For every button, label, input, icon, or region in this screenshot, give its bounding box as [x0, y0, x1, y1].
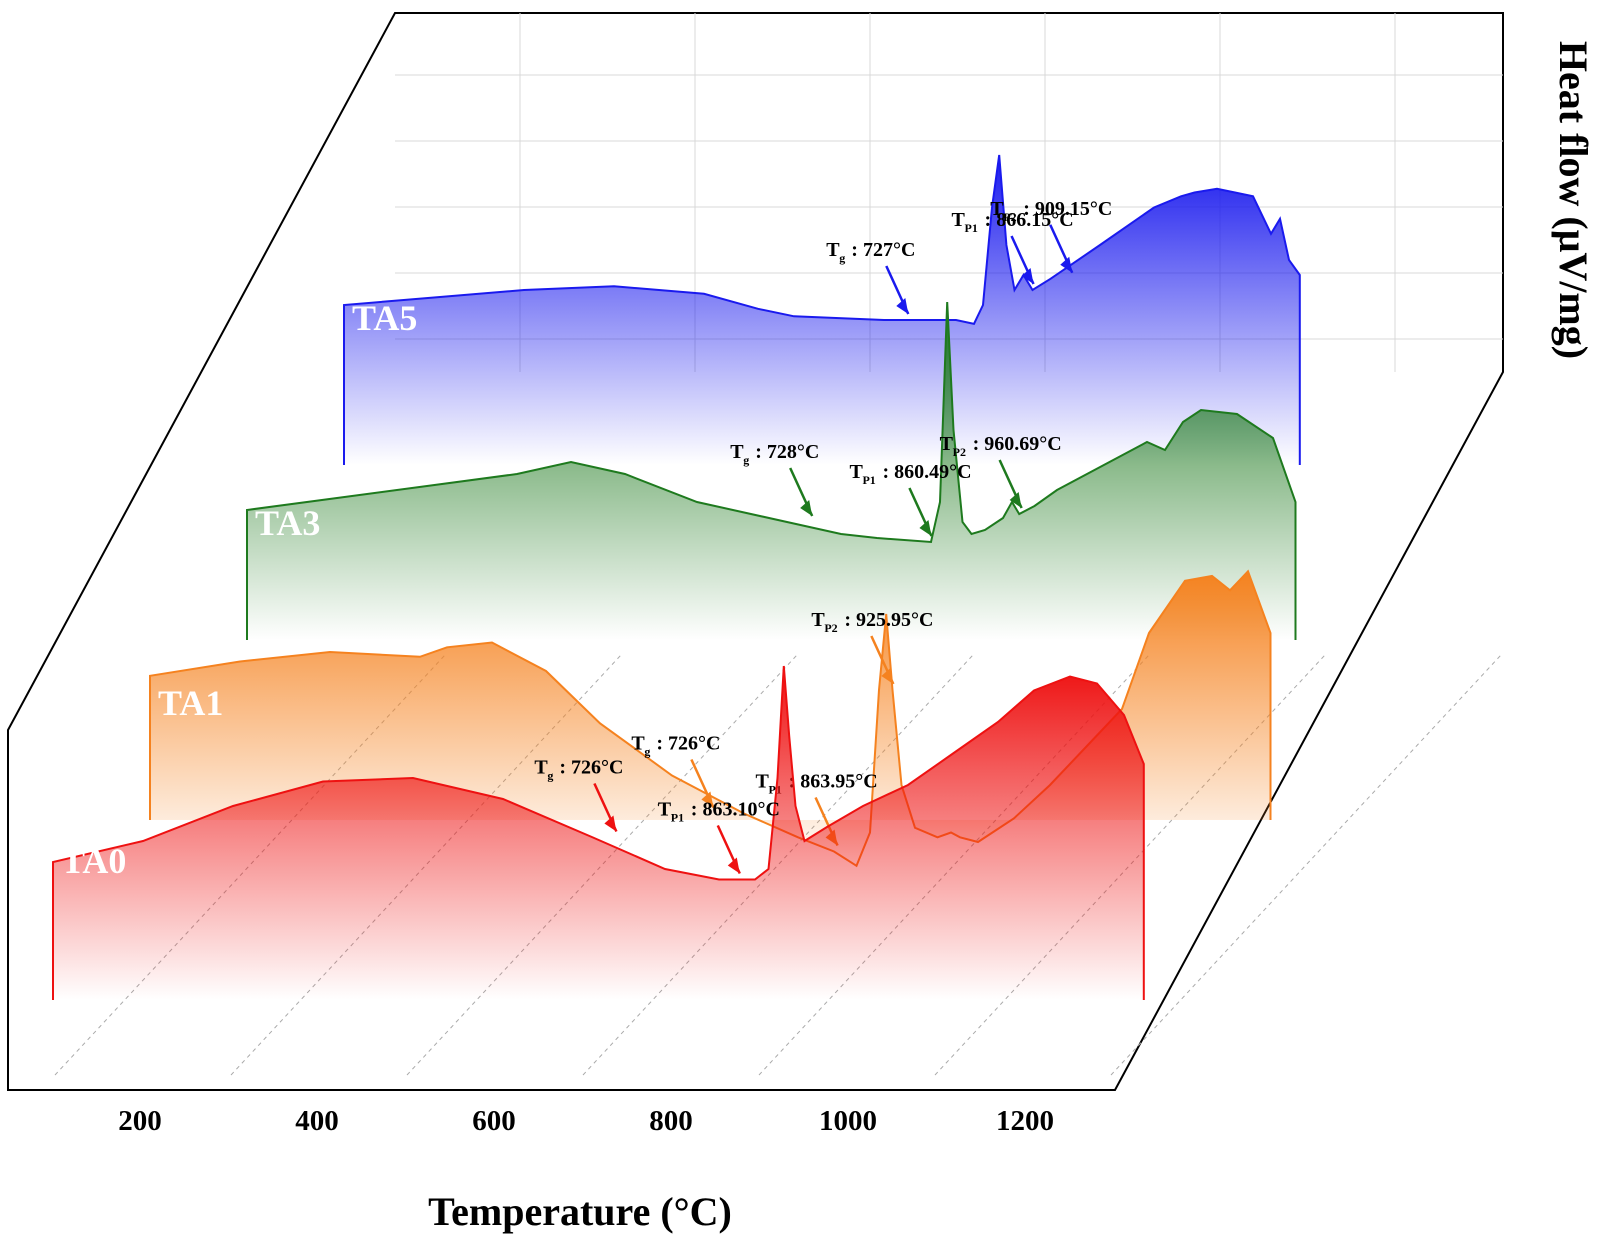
annotation-value: : 909.15°C: [1023, 198, 1112, 220]
annotation-subscript: P2: [824, 621, 837, 635]
annotation-value: : 728°C: [755, 441, 819, 463]
annotation-subscript: g: [743, 453, 749, 467]
annotation-arrowhead: [1060, 256, 1073, 273]
series-label: TA5: [352, 298, 417, 338]
annotation-arrowhead: [1009, 492, 1022, 508]
annotation-arrowhead: [604, 815, 617, 832]
annotation-subscript: g: [644, 745, 650, 759]
axes: Temperature (°C) Heat flow (μV/mg) 200 40…: [118, 41, 1596, 1234]
annotation-label: T: [756, 771, 770, 793]
annotation-value: : 726°C: [559, 757, 623, 779]
annotation-label: T: [658, 799, 672, 821]
annotation-subscript: P1: [965, 221, 978, 235]
annotation-subscript: g: [839, 251, 845, 265]
annotation-value: : 860.49°C: [882, 461, 971, 483]
annotation-arrowhead: [800, 500, 813, 516]
annotation-subscript: P2: [953, 445, 966, 459]
annotation-label: T: [952, 209, 966, 231]
annotation-label: T: [534, 757, 548, 779]
series-line: [246, 301, 1297, 640]
series-line: [343, 154, 1301, 465]
series-fill: [247, 302, 1296, 640]
annotation-label: T: [990, 198, 1004, 220]
annotation-label: T: [811, 609, 825, 631]
plot-frame: [7, 12, 1504, 1091]
annotation-value: : 863.95°C: [789, 771, 878, 793]
annotation-arrowhead: [881, 668, 894, 684]
annotation-label: T: [826, 239, 840, 261]
annotation-arrowhead: [896, 298, 909, 314]
series-label: TA1: [158, 683, 223, 723]
x-tick-label: 200: [118, 1105, 162, 1137]
series-label: TA3: [255, 503, 320, 543]
annotation-value: : 863.10°C: [691, 799, 780, 821]
y-axis-title: Heat flow (μV/mg): [1551, 41, 1596, 359]
annotation-arrowhead: [701, 791, 714, 808]
annotation-value: : 960.69°C: [973, 433, 1062, 455]
x-tick-label: 800: [649, 1105, 693, 1137]
annotation-subscript: P1: [862, 473, 875, 487]
annotation-subscript: P2: [1003, 210, 1016, 224]
x-tick-label: 1000: [819, 1105, 877, 1137]
x-tick-label: 600: [472, 1105, 516, 1137]
annotation-value: : 726°C: [656, 733, 720, 755]
series-line: [52, 665, 1145, 1000]
annotation-value: : 727°C: [851, 239, 915, 261]
annotation-arrowhead: [1021, 268, 1034, 284]
series-fill: [344, 155, 1300, 465]
annotation-value: : 925.95°C: [844, 609, 933, 631]
annotation-subscript: P1: [671, 811, 684, 825]
annotation-label: T: [730, 441, 744, 463]
annotation-label: T: [940, 433, 954, 455]
annotation-subscript: g: [547, 769, 553, 783]
annotation-label: T: [631, 733, 645, 755]
series-line: [149, 569, 1272, 868]
series-label: TA0: [61, 841, 126, 881]
annotation-arrowhead: [727, 857, 740, 874]
x-tick-label: 400: [295, 1105, 339, 1137]
annotation-label: T: [849, 461, 863, 483]
x-tick-label: 1200: [996, 1105, 1054, 1137]
annotation-arrowhead: [919, 520, 932, 536]
series-fill: [53, 666, 1144, 1000]
x-axis-title: Temperature (°C): [428, 1189, 732, 1234]
